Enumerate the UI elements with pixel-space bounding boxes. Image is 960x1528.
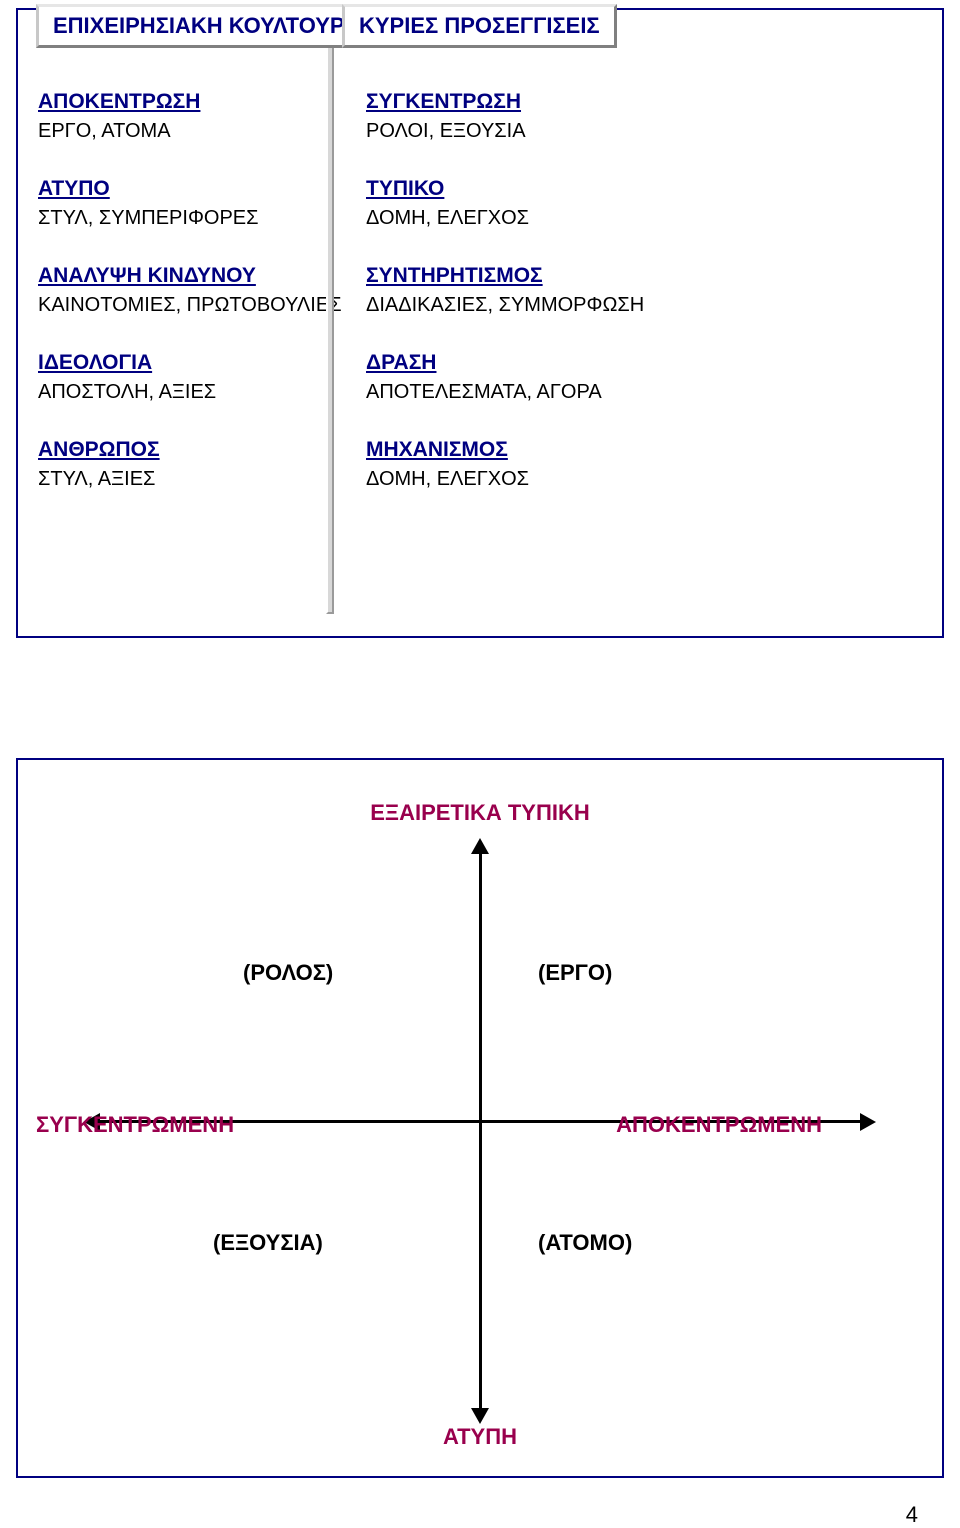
left-title-1: ΑΤΥΠΟ [38,177,338,201]
right-sub-0: ΡΟΛΟΙ, ΕΞΟΥΣΙΑ [366,120,666,143]
left-block-1: ΑΤΥΠΟ ΣΤΥΛ, ΣΥΜΠΕΡΙΦΟΡΕΣ [38,177,338,230]
right-sub-1: ΔΟΜΗ, ΕΛΕΓΧΟΣ [366,207,666,230]
left-block-3: ΙΔΕΟΛΟΓΙΑ ΑΠΟΣΤΟΛΗ, ΑΞΙΕΣ [38,351,338,404]
right-sub-4: ΔΟΜΗ, ΕΛΕΓΧΟΣ [366,468,666,491]
quadrant-bottom-right-label: (ΑΤΟΜΟ) [538,1230,632,1256]
left-block-4: ΑΝΘΡΩΠΟΣ ΣΤΥΛ, ΑΞΙΕΣ [38,438,338,491]
page-number: 4 [906,1502,918,1528]
arrowhead-up-icon [471,838,489,854]
right-sub-2: ΔΙΑΔΙΚΑΣΙΕΣ, ΣΥΜΜΟΡΦΩΣΗ [366,294,666,317]
axis-left-label: ΣΥΓΚΕΝΤΡΩΜΕΝΗ [36,1112,234,1138]
right-title-0: ΣΥΓΚΕΝΤΡΩΣΗ [366,90,666,114]
left-sub-3: ΑΠΟΣΤΟΛΗ, ΑΞΙΕΣ [38,381,338,404]
right-title-2: ΣΥΝΤΗΡΗΤΙΣΜΟΣ [366,264,666,288]
quadrant-panel: ΕΞΑΙΡΕΤΙΚΑ ΤΥΠΙΚΗ ΣΥΓΚΕΝΤΡΩΜΕΝΗ ΑΠΟΚΕΝΤΡ… [16,758,944,1478]
right-block-0: ΣΥΓΚΕΝΤΡΩΣΗ ΡΟΛΟΙ, ΕΞΟΥΣΙΑ [366,90,666,143]
axis-right-label: ΑΠΟΚΕΝΤΡΩΜΕΝΗ [616,1112,822,1138]
right-block-1: ΤΥΠΙΚΟ ΔΟΜΗ, ΕΛΕΓΧΟΣ [366,177,666,230]
left-sub-4: ΣΤΥΛ, ΑΞΙΕΣ [38,468,338,491]
panel1-header-right: ΚΥΡΙΕΣ ΠΡΟΣΕΓΓΙΣΕΙΣ [342,4,617,48]
right-block-4: ΜΗΧΑΝΙΣΜΟΣ ΔΟΜΗ, ΕΛΕΓΧΟΣ [366,438,666,491]
axis-bottom-label: ΑΤΥΠΗ [18,1424,942,1450]
left-title-2: ΑΝΑΛΥΨΗ ΚΙΝΔΥΝΟΥ [38,264,338,288]
arrowhead-down-icon [471,1408,489,1424]
right-sub-3: ΑΠΟΤΕΛΕΣΜΑΤΑ, ΑΓΟΡΑ [366,381,666,404]
quadrant-bottom-left-label: (ΕΞΟΥΣΙΑ) [213,1230,323,1256]
left-sub-0: ΕΡΓΟ, ΑΤΟΜΑ [38,120,338,143]
right-block-3: ΔΡΑΣΗ ΑΠΟΤΕΛΕΣΜΑΤΑ, ΑΓΟΡΑ [366,351,666,404]
culture-approaches-panel: ΕΠΙΧΕΙΡΗΣΙΑΚΗ ΚΟΥΛΤΟΥΡΑ ΚΥΡΙΕΣ ΠΡΟΣΕΓΓΙΣ… [16,8,944,638]
right-title-1: ΤΥΠΙΚΟ [366,177,666,201]
panel1-vertical-divider [326,44,334,614]
right-title-3: ΔΡΑΣΗ [366,351,666,375]
quadrant-top-right-label: (ΕΡΓΟ) [538,960,612,986]
right-block-2: ΣΥΝΤΗΡΗΤΙΣΜΟΣ ΔΙΑΔΙΚΑΣΙΕΣ, ΣΥΜΜΟΡΦΩΣΗ [366,264,666,317]
vertical-axis-line [479,850,482,1410]
panel1-left-column: ΑΠΟΚΕΝΤΡΩΣΗ ΕΡΓΟ, ΑΤΟΜΑ ΑΤΥΠΟ ΣΤΥΛ, ΣΥΜΠ… [38,90,338,525]
left-block-0: ΑΠΟΚΕΝΤΡΩΣΗ ΕΡΓΟ, ΑΤΟΜΑ [38,90,338,143]
left-sub-1: ΣΤΥΛ, ΣΥΜΠΕΡΙΦΟΡΕΣ [38,207,338,230]
left-sub-2: ΚΑΙΝΟΤΟΜΙΕΣ, ΠΡΩΤΟΒΟΥΛΙΕΣ [38,294,338,317]
quadrant-top-left-label: (ΡΟΛΟΣ) [243,960,333,986]
left-title-3: ΙΔΕΟΛΟΓΙΑ [38,351,338,375]
panel1-right-column: ΣΥΓΚΕΝΤΡΩΣΗ ΡΟΛΟΙ, ΕΞΟΥΣΙΑ ΤΥΠΙΚΟ ΔΟΜΗ, … [366,90,666,525]
left-block-2: ΑΝΑΛΥΨΗ ΚΙΝΔΥΝΟΥ ΚΑΙΝΟΤΟΜΙΕΣ, ΠΡΩΤΟΒΟΥΛΙ… [38,264,338,317]
left-title-0: ΑΠΟΚΕΝΤΡΩΣΗ [38,90,338,114]
left-title-4: ΑΝΘΡΩΠΟΣ [38,438,338,462]
arrowhead-right-icon [860,1113,876,1131]
right-title-4: ΜΗΧΑΝΙΣΜΟΣ [366,438,666,462]
panel1-header-left: ΕΠΙΧΕΙΡΗΣΙΑΚΗ ΚΟΥΛΤΟΥΡΑ [36,4,376,48]
